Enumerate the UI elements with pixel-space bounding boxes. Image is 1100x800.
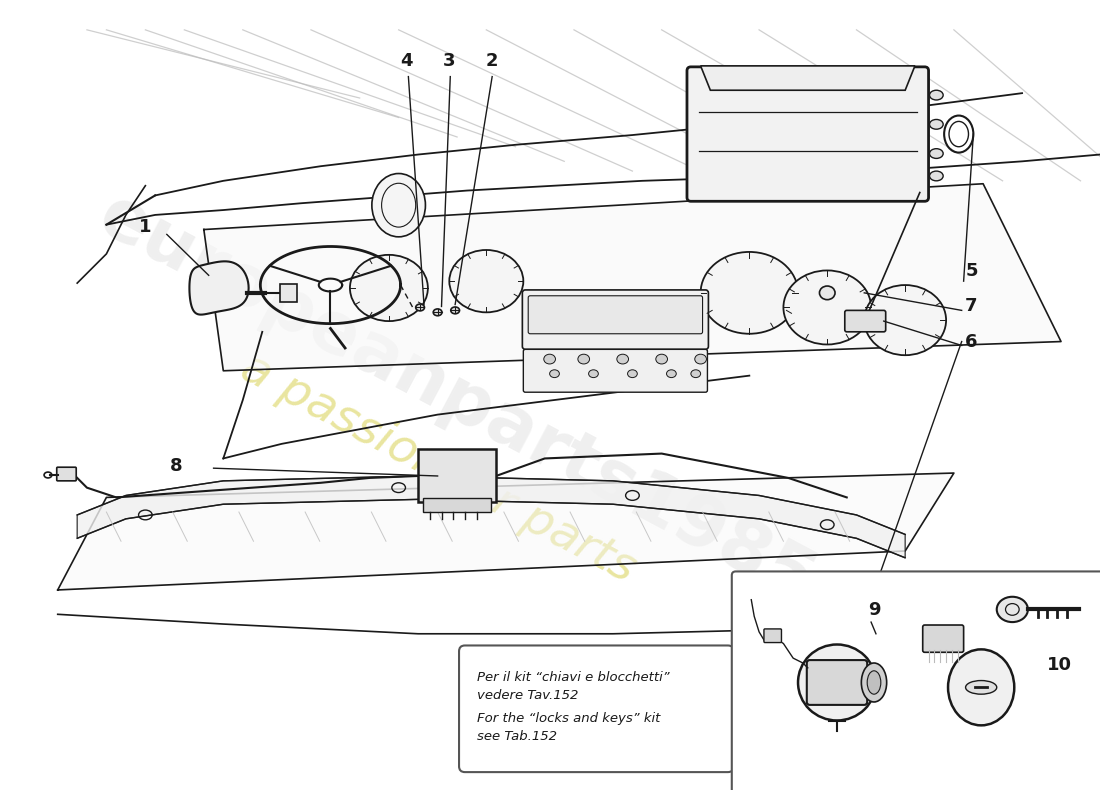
Ellipse shape xyxy=(966,681,997,694)
Ellipse shape xyxy=(930,90,943,100)
Ellipse shape xyxy=(865,285,946,355)
Ellipse shape xyxy=(783,270,871,345)
Ellipse shape xyxy=(350,255,428,321)
Ellipse shape xyxy=(372,174,426,237)
Text: 10: 10 xyxy=(1046,656,1071,674)
Text: 4: 4 xyxy=(400,52,412,70)
Ellipse shape xyxy=(997,597,1027,622)
Text: a passion for parts: a passion for parts xyxy=(232,345,642,591)
Text: europeanparts1985: europeanparts1985 xyxy=(87,182,827,618)
FancyBboxPatch shape xyxy=(732,571,1100,794)
FancyBboxPatch shape xyxy=(424,498,492,512)
Text: 7: 7 xyxy=(965,298,978,315)
Ellipse shape xyxy=(416,304,425,311)
Ellipse shape xyxy=(861,663,887,702)
Ellipse shape xyxy=(930,149,943,158)
FancyBboxPatch shape xyxy=(57,467,76,481)
Ellipse shape xyxy=(550,370,560,378)
Text: 6: 6 xyxy=(965,333,978,350)
Polygon shape xyxy=(77,476,905,558)
FancyBboxPatch shape xyxy=(279,284,297,302)
Ellipse shape xyxy=(930,119,943,129)
Polygon shape xyxy=(57,473,954,590)
FancyBboxPatch shape xyxy=(688,67,928,202)
Ellipse shape xyxy=(820,286,835,300)
Text: 1: 1 xyxy=(139,218,152,236)
Ellipse shape xyxy=(667,370,676,378)
Ellipse shape xyxy=(543,354,556,364)
Ellipse shape xyxy=(701,252,798,334)
FancyBboxPatch shape xyxy=(845,310,886,332)
Text: 2: 2 xyxy=(486,52,498,70)
FancyBboxPatch shape xyxy=(524,350,707,392)
Polygon shape xyxy=(701,66,915,90)
Ellipse shape xyxy=(656,354,668,364)
Polygon shape xyxy=(189,262,249,314)
Ellipse shape xyxy=(617,354,628,364)
Text: For the “locks and keys” kit
see Tab.152: For the “locks and keys” kit see Tab.152 xyxy=(476,712,660,742)
Ellipse shape xyxy=(948,650,1014,726)
FancyBboxPatch shape xyxy=(528,296,703,334)
Ellipse shape xyxy=(449,250,524,312)
Text: 9: 9 xyxy=(868,602,880,619)
FancyBboxPatch shape xyxy=(418,449,496,502)
Ellipse shape xyxy=(628,370,637,378)
FancyBboxPatch shape xyxy=(459,646,734,772)
Ellipse shape xyxy=(867,671,881,694)
Ellipse shape xyxy=(578,354,590,364)
Text: 5: 5 xyxy=(965,262,978,281)
Ellipse shape xyxy=(588,370,598,378)
FancyBboxPatch shape xyxy=(763,629,781,642)
Ellipse shape xyxy=(433,309,442,316)
FancyBboxPatch shape xyxy=(923,625,964,652)
Polygon shape xyxy=(204,184,1062,370)
FancyBboxPatch shape xyxy=(806,660,867,705)
Ellipse shape xyxy=(798,645,876,721)
Ellipse shape xyxy=(451,307,460,314)
Ellipse shape xyxy=(691,370,701,378)
Ellipse shape xyxy=(695,354,706,364)
Text: 3: 3 xyxy=(443,52,455,70)
Text: 8: 8 xyxy=(170,458,183,475)
Text: Per il kit “chiavi e blocchetti”
vedere Tav.152: Per il kit “chiavi e blocchetti” vedere … xyxy=(476,671,669,702)
FancyBboxPatch shape xyxy=(522,290,708,350)
Ellipse shape xyxy=(930,171,943,181)
